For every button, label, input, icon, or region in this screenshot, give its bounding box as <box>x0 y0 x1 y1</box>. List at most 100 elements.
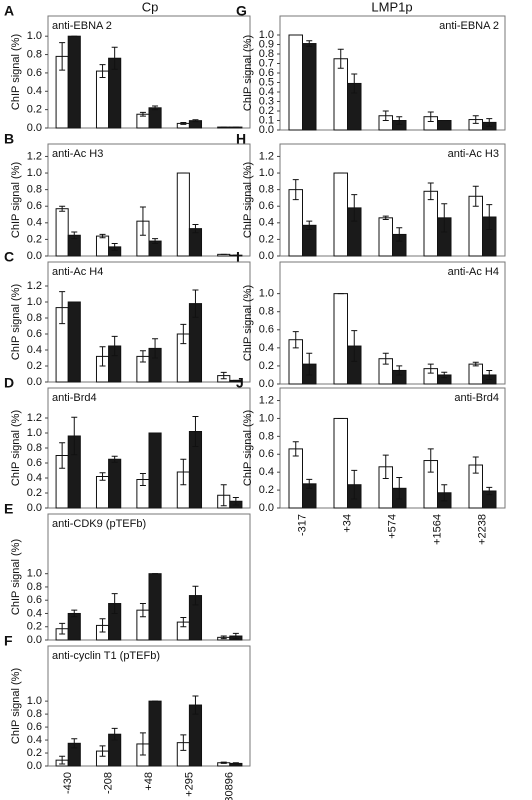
y-tick-label: 1.0 <box>27 167 42 179</box>
y-tick-label: 0.0 <box>259 378 274 390</box>
error-bar <box>152 238 159 245</box>
panel-letter: H <box>236 131 246 147</box>
error-bar <box>351 194 358 222</box>
error-bar <box>292 179 299 201</box>
y-tick-label: 0.8 <box>259 48 274 60</box>
y-tick-label: 0.4 <box>27 472 42 484</box>
y-tick-label: 0.2 <box>27 747 42 759</box>
error-bar <box>472 456 479 474</box>
y-tick-label: 1.0 <box>27 427 42 439</box>
error-bar <box>152 105 159 111</box>
error-bar <box>99 618 106 633</box>
y-tick-label: 0.8 <box>27 442 42 454</box>
y-tick-label: 1.2 <box>259 150 274 162</box>
error-bar <box>441 203 448 233</box>
error-bar <box>192 416 199 447</box>
y-tick-label: 0.8 <box>27 48 42 60</box>
error-bar <box>180 458 187 486</box>
panel-letter: C <box>4 249 14 265</box>
y-axis-label: ChIP signal (%) <box>10 410 22 486</box>
panel-title: anti-EBNA 2 <box>52 20 112 32</box>
error-bar <box>472 115 479 124</box>
column-title: LMP1p <box>371 0 412 14</box>
bar <box>148 432 162 509</box>
error-bar <box>427 182 434 201</box>
y-tick-label: 0.2 <box>259 484 274 496</box>
panel-title: anti-cyclin T1 (pTEFb) <box>52 650 160 662</box>
y-tick-label: 1.0 <box>259 167 274 179</box>
error-bar <box>441 371 448 379</box>
bar <box>67 301 81 383</box>
error-bar <box>111 593 118 614</box>
x-tick-label: +295 <box>183 772 195 797</box>
panel-letter: G <box>236 3 247 19</box>
y-tick-label: 1.0 <box>27 568 42 580</box>
y-tick-label: 0.8 <box>27 184 42 196</box>
bar <box>67 612 81 641</box>
error-bar <box>192 585 199 606</box>
error-bar <box>351 330 358 362</box>
error-bar <box>232 632 239 640</box>
bar <box>148 107 162 129</box>
error-bar <box>71 416 78 456</box>
error-bar <box>180 734 187 751</box>
error-bar <box>59 622 66 635</box>
error-bar <box>486 486 493 496</box>
y-tick-label: 1.2 <box>259 394 274 406</box>
panel-title: anti-Brd4 <box>52 392 97 404</box>
y-axis-label: ChIP signal (%) <box>10 668 22 744</box>
y-axis-label: ChIP signal (%) <box>10 284 22 360</box>
error-bar <box>99 472 106 481</box>
error-bar <box>99 346 106 367</box>
y-tick-label: 0.1 <box>259 114 274 126</box>
bar <box>437 120 452 131</box>
bar <box>333 58 348 131</box>
error-bar <box>396 365 403 376</box>
panel-letter: F <box>4 633 13 649</box>
panel-title: anti-Ac H3 <box>448 148 499 160</box>
bar <box>95 476 110 509</box>
bar <box>378 217 393 257</box>
error-bar <box>441 484 448 502</box>
panel-title: anti-Ac H4 <box>448 266 499 278</box>
x-tick-label: -430 <box>62 772 74 794</box>
y-tick-label: 0.2 <box>27 233 42 245</box>
y-tick-label: 1.0 <box>259 412 274 424</box>
error-bar <box>192 223 199 234</box>
y-tick-label: 0.0 <box>27 376 42 388</box>
y-tick-label: 0.8 <box>259 184 274 196</box>
x-tick-label: +1564 <box>431 514 443 545</box>
bar <box>148 573 162 641</box>
error-bar <box>306 40 313 47</box>
bar <box>148 700 162 767</box>
error-bar <box>306 352 313 376</box>
error-bar <box>351 73 358 94</box>
error-bar <box>139 732 146 756</box>
error-bar <box>99 745 106 757</box>
bar <box>423 190 438 257</box>
y-tick-label: 0.4 <box>27 344 42 356</box>
panel-title: anti-Ac H4 <box>52 266 103 278</box>
error-bar <box>99 233 106 239</box>
y-axis-label: ChIP signal (%) <box>242 285 254 361</box>
bar <box>67 35 81 129</box>
error-bar <box>111 727 118 741</box>
y-tick-label: 0.4 <box>27 85 42 97</box>
error-bar <box>111 335 118 357</box>
error-bar <box>192 119 199 123</box>
error-bar <box>427 363 434 374</box>
y-tick-label: 0.6 <box>259 448 274 460</box>
y-tick-label: 0.4 <box>259 86 274 98</box>
bar <box>95 235 110 257</box>
x-tick-label: +34 <box>341 514 353 533</box>
error-bar <box>486 118 493 127</box>
y-tick-label: 0.4 <box>27 217 42 229</box>
error-bar <box>396 227 403 242</box>
bar <box>333 417 348 509</box>
error-bar <box>71 231 78 240</box>
error-bar <box>99 64 106 79</box>
y-tick-label: 0.6 <box>259 324 274 336</box>
error-bar <box>111 46 118 70</box>
error-bar <box>427 448 434 473</box>
